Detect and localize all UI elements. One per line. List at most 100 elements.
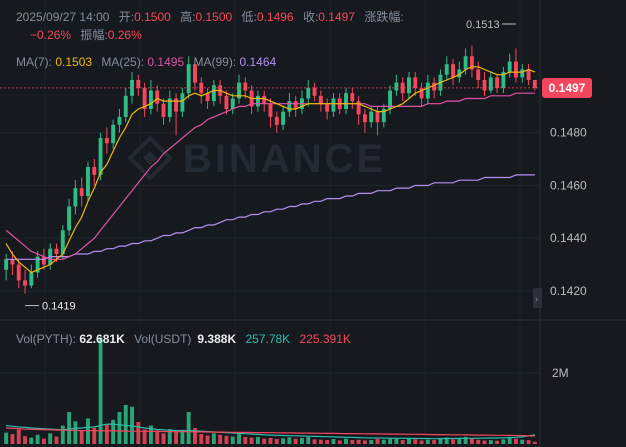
volume-bar: [23, 436, 27, 444]
volume-axis: 2M: [552, 366, 569, 380]
current-price-tag: 0.1497: [542, 77, 592, 98]
close-value: 0.1497: [318, 10, 355, 24]
scroll-handle[interactable]: [533, 288, 542, 308]
volume-bar: [520, 439, 525, 444]
candle-body: [356, 101, 361, 115]
candle-body: [186, 64, 191, 94]
candle-body: [407, 77, 411, 94]
volume-bar: [161, 433, 166, 444]
candle-body: [16, 264, 21, 281]
candle-body: [79, 188, 84, 196]
volume-bar: [48, 433, 53, 444]
volume-bar: [98, 337, 103, 444]
volume-bar: [104, 424, 109, 444]
vol-ma-a-value: 257.78K: [245, 332, 291, 346]
candle-body: [514, 61, 518, 78]
volume-bar: [29, 437, 34, 444]
volume-bar: [331, 439, 336, 444]
candle-body: [444, 64, 449, 75]
ma-legend: MA(7): 0.1503 MA(25): 0.1495 MA(99): 0.1…: [16, 55, 277, 69]
candle-body: [306, 87, 311, 99]
candle-body: [193, 64, 197, 83]
candle-body: [476, 69, 481, 80]
candle-body: [167, 98, 172, 117]
candle-body: [67, 206, 72, 231]
candle-body: [362, 114, 367, 123]
volume-bar: [400, 440, 405, 444]
candle-body: [520, 69, 525, 78]
volume-bar: [356, 439, 361, 444]
volume-bar: [35, 434, 40, 444]
volume-legend: Vol(PYTH): 62.681K Vol(USDT) 9.388K 257.7…: [16, 332, 351, 346]
volume-bar: [318, 439, 323, 444]
candle-body: [501, 72, 506, 88]
candle-body: [369, 111, 374, 123]
volume-bar: [325, 440, 330, 444]
volume-bar: [482, 440, 487, 444]
volume-bar: [501, 439, 506, 444]
ma99-value: 0.1464: [239, 55, 277, 69]
candle-body: [35, 256, 40, 273]
candle-body: [148, 90, 153, 109]
candle-body: [41, 256, 46, 265]
ohlc-header-row1: 2025/09/27 14:00 开:0.1500 高:0.1500 低:0.1…: [16, 10, 404, 24]
candle-body: [274, 116, 279, 125]
candle-body: [92, 167, 97, 175]
candle-body: [495, 77, 500, 88]
candle-body: [86, 167, 90, 196]
volume-bar: [274, 439, 279, 444]
amplitude-value: 0.26%: [107, 28, 142, 42]
volume-bar: [438, 438, 443, 444]
volume-bar: [268, 437, 273, 444]
candle-body: [526, 69, 531, 80]
candle-body: [331, 98, 336, 112]
candle-body: [262, 95, 267, 104]
ma7-line: [5, 66, 536, 274]
candle-date: 2025/09/27 14:00: [16, 10, 110, 24]
candle-body: [104, 138, 109, 144]
volume-bar: [425, 439, 430, 444]
candle-body: [29, 272, 34, 286]
candle-body: [388, 90, 393, 109]
volume-bar: [369, 440, 374, 444]
candle-body: [23, 280, 27, 286]
volume-bar: [79, 430, 84, 444]
candle-body: [463, 56, 468, 70]
vol-ma-b-value: 225.391K: [299, 332, 351, 346]
candle-body: [400, 82, 405, 94]
volume-bar: [4, 432, 9, 444]
candle-body: [425, 82, 430, 99]
volume-bar: [457, 439, 462, 444]
volume-bar: [287, 437, 292, 444]
high-annotation: 0.1513: [466, 19, 516, 31]
price-tick-label: 0.1440: [550, 231, 587, 245]
volume-bar: [419, 440, 424, 444]
candle-body: [293, 101, 298, 109]
candle-body: [98, 138, 103, 175]
candle-body: [73, 188, 78, 207]
volume-bar: [123, 404, 128, 444]
volume-bar: [111, 419, 116, 444]
volume-bar: [514, 438, 518, 444]
volume-bar: [432, 440, 437, 444]
high-value: 0.1500: [195, 10, 233, 24]
candle-body: [318, 95, 323, 104]
low-annotation: 0.1419: [25, 301, 76, 313]
volume-bar: [293, 438, 298, 444]
candle-body: [532, 80, 537, 88]
candle-body: [230, 98, 235, 109]
candle-body: [123, 95, 128, 117]
candle-body: [488, 77, 493, 91]
chevron-icon[interactable]: ›: [535, 294, 538, 304]
candle-body: [211, 85, 216, 102]
volume-bar: [281, 438, 286, 444]
candle-body: [325, 103, 330, 112]
volume-bar: [211, 433, 216, 444]
candle-body: [350, 93, 355, 102]
volume-bar: [60, 425, 65, 444]
volume-bar: [488, 440, 493, 444]
volume-tick-label: 2M: [552, 366, 569, 380]
candle-body: [482, 80, 487, 91]
low-marker-label: 0.1419: [42, 301, 76, 313]
